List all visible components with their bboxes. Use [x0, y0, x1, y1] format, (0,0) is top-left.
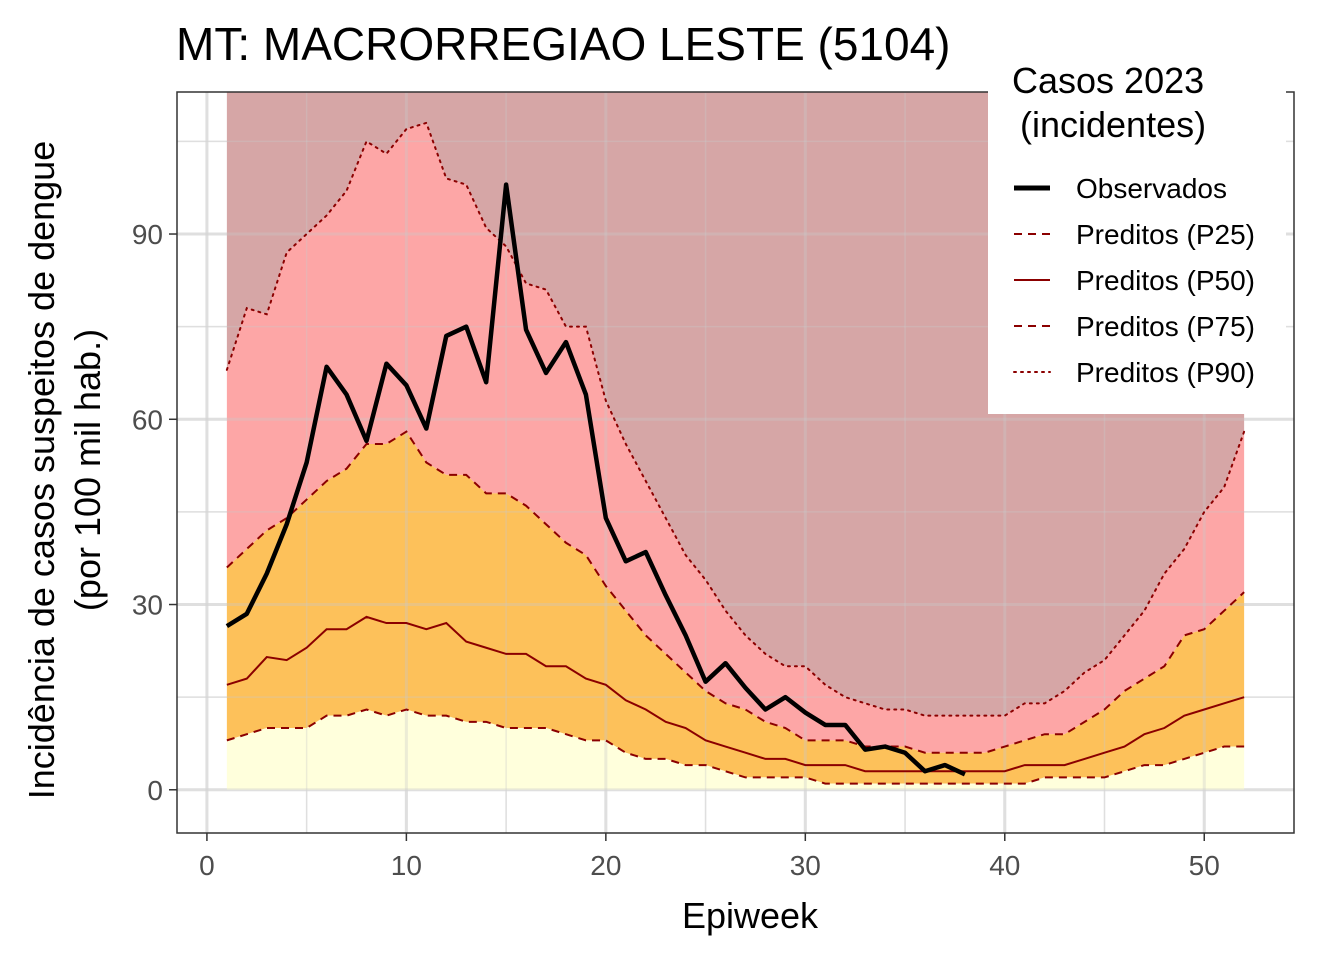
x-tick-label: 20 — [590, 850, 621, 881]
line-p25 — [226, 708, 1245, 785]
legend-background — [988, 58, 1286, 414]
legend-label: Preditos (P25) — [1076, 219, 1255, 250]
y-axis-title-line1: Incidência de casos suspeitos de dengue — [21, 141, 62, 799]
legend-label: Preditos (P75) — [1076, 311, 1255, 342]
band-p25-p75 — [226, 431, 1245, 784]
legend-label: Observados — [1076, 173, 1227, 204]
quantile-lines — [225, 121, 1246, 785]
legend-title-line2: (incidentes) — [1020, 104, 1206, 145]
x-tick-label: 0 — [199, 850, 215, 881]
legend: Casos 2023 (incidentes) Observados Predit… — [988, 58, 1286, 414]
y-tick-label: 30 — [132, 590, 163, 621]
band-p75-p90 — [226, 122, 1245, 753]
panel-border — [176, 91, 1295, 834]
line-observed — [225, 182, 966, 777]
x-tick-label: 40 — [989, 850, 1020, 881]
x-axis-title: Epiweek — [682, 895, 819, 936]
y-axis-ticks: 0 30 60 90 — [132, 219, 177, 806]
x-tick-label: 10 — [391, 850, 422, 881]
legend-title-line1: Casos 2023 — [1012, 60, 1204, 101]
line-p50 — [226, 615, 1245, 773]
legend-label: Preditos (P90) — [1076, 357, 1255, 388]
y-axis-title-line2: (por 100 mil hab.) — [67, 329, 108, 611]
y-tick-label: 90 — [132, 219, 163, 250]
line-p90 — [225, 121, 1246, 717]
y-tick-label: 0 — [147, 775, 163, 806]
observed-series — [225, 182, 966, 777]
x-tick-label: 50 — [1189, 850, 1220, 881]
legend-entries: Observados Preditos (P25) Preditos (P50) Pr… — [1013, 173, 1255, 388]
band-below-p25 — [226, 709, 1245, 790]
x-axis-ticks: 0 10 20 30 40 50 — [199, 833, 1220, 881]
legend-label: Preditos (P50) — [1076, 265, 1255, 296]
y-tick-label: 60 — [132, 404, 163, 435]
x-tick-label: 30 — [790, 850, 821, 881]
line-p75 — [226, 430, 1245, 754]
chart-title: MT: MACRORREGIAO LESTE (5104) — [176, 18, 951, 70]
